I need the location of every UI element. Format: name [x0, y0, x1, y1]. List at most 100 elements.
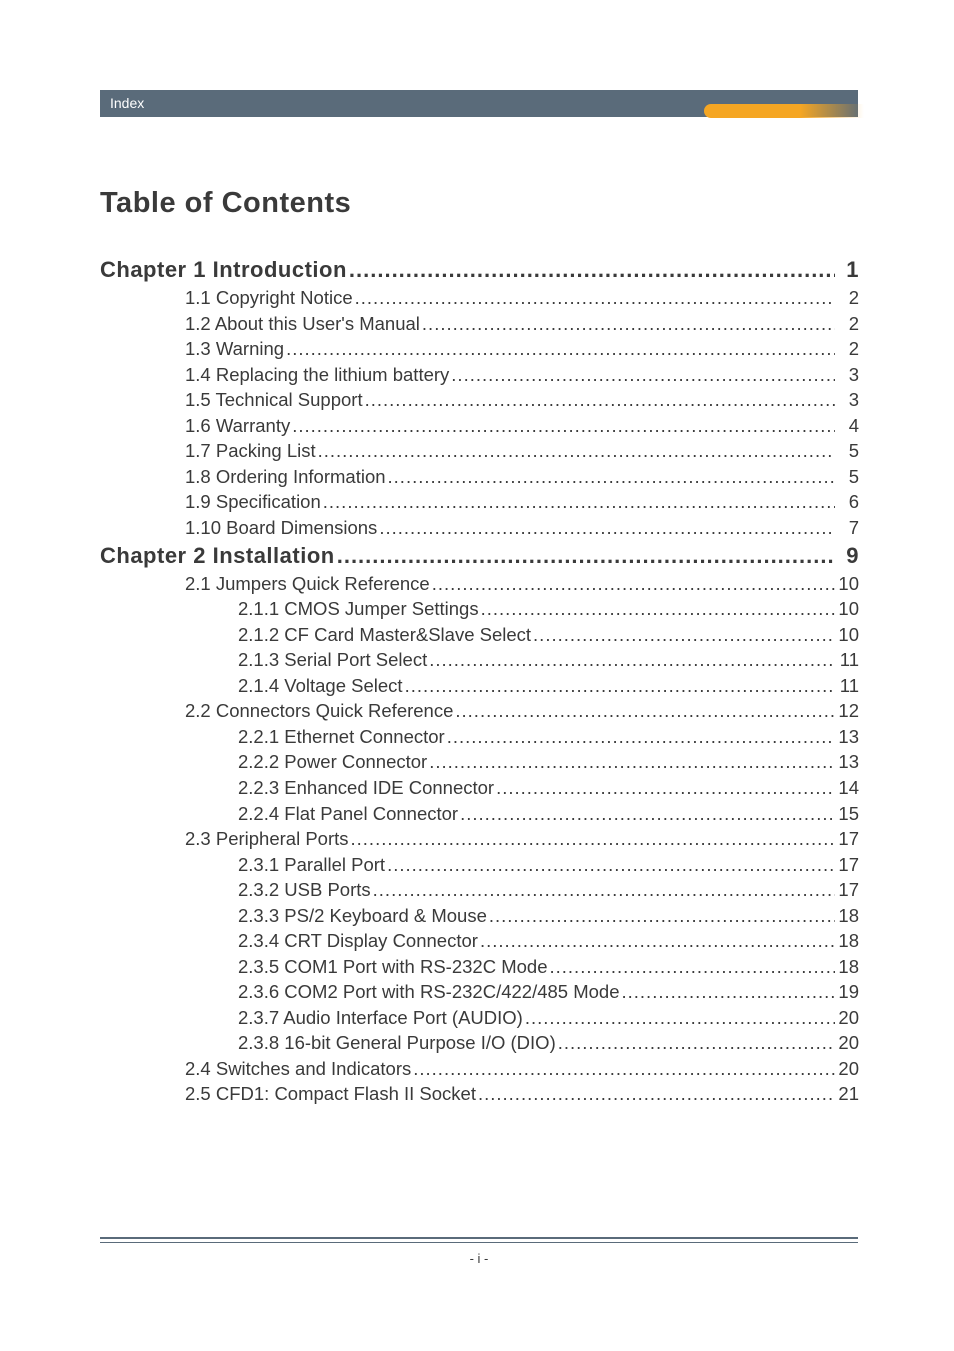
toc-subitem: 2.3.5 COM1 Port with RS-232C Mode ......… — [100, 954, 859, 980]
toc-label: 1.3 Warning — [185, 336, 284, 362]
toc-item: 1.5 Technical Support ..................… — [100, 387, 859, 413]
toc-item: 2.4 Switches and Indicators ............… — [100, 1056, 859, 1082]
toc-dots: ........................................… — [479, 596, 835, 622]
toc-label: 2.2.2 Power Connector — [238, 749, 427, 775]
toc-label: 2.1.2 CF Card Master&Slave Select — [238, 622, 531, 648]
toc-dots: ........................................… — [445, 724, 835, 750]
header-bar: Index — [100, 90, 859, 117]
toc-label: Chapter 1 Introduction — [100, 255, 347, 285]
header-accent — [704, 104, 864, 118]
toc-dots: ........................................… — [386, 464, 835, 490]
toc-label: 1.1 Copyright Notice — [185, 285, 353, 311]
toc-item: 1.1 Copyright Notice ...................… — [100, 285, 859, 311]
toc-page: 18 — [835, 903, 859, 929]
toc-dots: ........................................… — [284, 336, 835, 362]
toc-dots: ........................................… — [321, 489, 835, 515]
toc-subitem: 2.3.6 COM2 Port with RS-232C/422/485 Mod… — [100, 979, 859, 1005]
toc-dots: ........................................… — [385, 852, 835, 878]
toc-subitem: 2.2.3 Enhanced IDE Connector ...........… — [100, 775, 859, 801]
toc-dots: ........................................… — [449, 362, 835, 388]
toc-item: 2.1 Jumpers Quick Reference ............… — [100, 571, 859, 597]
toc-subitem: 2.3.2 USB Ports ........................… — [100, 877, 859, 903]
toc-page: 2 — [835, 311, 859, 337]
toc-page: 10 — [835, 571, 859, 597]
toc-label: 1.2 About this User's Manual — [185, 311, 420, 337]
toc-subitem: 2.3.3 PS/2 Keyboard & Mouse ............… — [100, 903, 859, 929]
footer-line — [100, 1242, 858, 1243]
toc-page: 7 — [835, 515, 859, 541]
toc-page: 20 — [835, 1005, 859, 1031]
toc-subitem: 2.1.2 CF Card Master&Slave Select ......… — [100, 622, 859, 648]
toc-label: 2.1.1 CMOS Jumper Settings — [238, 596, 479, 622]
footer-page-number: - i - — [100, 1251, 858, 1266]
toc-chapter: Chapter 1 Introduction .................… — [100, 255, 859, 285]
toc-label: 1.8 Ordering Information — [185, 464, 386, 490]
toc-label: 2.3.3 PS/2 Keyboard & Mouse — [238, 903, 487, 929]
toc-dots: ........................................… — [353, 285, 835, 311]
toc-page: 2 — [835, 336, 859, 362]
toc-title: Table of Contents — [100, 187, 859, 220]
toc-dots: ........................................… — [556, 1030, 835, 1056]
toc-page: 19 — [835, 979, 859, 1005]
toc-dots: ........................................… — [403, 673, 835, 699]
toc-item: 1.2 About this User's Manual ...........… — [100, 311, 859, 337]
toc-page: 17 — [835, 826, 859, 852]
toc-dots: ........................................… — [494, 775, 835, 801]
toc-dots: ........................................… — [427, 749, 835, 775]
toc-label: 2.1.4 Voltage Select — [238, 673, 403, 699]
toc-subitem: 2.3.4 CRT Display Connector ............… — [100, 928, 859, 954]
toc-label: 2.3.2 USB Ports — [238, 877, 371, 903]
toc-subitem: 2.3.7 Audio Interface Port (AUDIO) .....… — [100, 1005, 859, 1031]
toc-label: 2.2.1 Ethernet Connector — [238, 724, 445, 750]
toc-page: 6 — [835, 489, 859, 515]
toc-subitem: 2.1.4 Voltage Select ...................… — [100, 673, 859, 699]
toc-item: 2.2 Connectors Quick Reference .........… — [100, 698, 859, 724]
toc-page: 13 — [835, 724, 859, 750]
toc-item: 2.5 CFD1: Compact Flash II Socket ......… — [100, 1081, 859, 1107]
toc-label: Chapter 2 Installation — [100, 541, 335, 571]
toc-dots: ........................................… — [458, 801, 835, 827]
toc-label: 1.5 Technical Support — [185, 387, 363, 413]
toc-page: 3 — [835, 387, 859, 413]
toc-page: 9 — [835, 541, 859, 571]
toc-item: 1.3 Warning ............................… — [100, 336, 859, 362]
toc-label: 2.2.3 Enhanced IDE Connector — [238, 775, 494, 801]
toc-subitem: 2.2.2 Power Connector ..................… — [100, 749, 859, 775]
footer-line — [100, 1237, 858, 1239]
toc-label: 1.6 Warranty — [185, 413, 290, 439]
toc-page: 18 — [835, 954, 859, 980]
toc-subitem: 2.2.1 Ethernet Connector ...............… — [100, 724, 859, 750]
toc-page: 21 — [835, 1081, 859, 1107]
toc-body: Chapter 1 Introduction .................… — [100, 255, 859, 1107]
toc-item: 1.8 Ordering Information ...............… — [100, 464, 859, 490]
toc-page: 17 — [835, 852, 859, 878]
toc-dots: ........................................… — [620, 979, 836, 1005]
toc-label: 2.4 Switches and Indicators — [185, 1056, 411, 1082]
toc-page: 20 — [835, 1030, 859, 1056]
toc-dots: ........................................… — [531, 622, 835, 648]
toc-label: 2.1.3 Serial Port Select — [238, 647, 427, 673]
toc-dots: ........................................… — [476, 1081, 835, 1107]
toc-label: 1.7 Packing List — [185, 438, 316, 464]
toc-label: 2.3.8 16-bit General Purpose I/O (DIO) — [238, 1030, 556, 1056]
toc-page: 14 — [835, 775, 859, 801]
toc-label: 2.3.7 Audio Interface Port (AUDIO) — [238, 1005, 523, 1031]
toc-label: 2.3.4 CRT Display Connector — [238, 928, 478, 954]
toc-dots: ........................................… — [335, 541, 835, 571]
toc-page: 5 — [835, 464, 859, 490]
toc-dots: ........................................… — [430, 571, 835, 597]
toc-page: 3 — [835, 362, 859, 388]
toc-page: 10 — [835, 622, 859, 648]
toc-chapter: Chapter 2 Installation .................… — [100, 541, 859, 571]
toc-label: 2.2 Connectors Quick Reference — [185, 698, 453, 724]
toc-page: 2 — [835, 285, 859, 311]
toc-page: 11 — [835, 673, 859, 699]
footer: - i - — [100, 1237, 858, 1266]
page: Index Table of Contents Chapter 1 Introd… — [0, 0, 954, 1107]
toc-page: 4 — [835, 413, 859, 439]
toc-subitem: 2.1.1 CMOS Jumper Settings .............… — [100, 596, 859, 622]
toc-page: 1 — [835, 255, 859, 285]
toc-page: 5 — [835, 438, 859, 464]
toc-dots: ........................................… — [290, 413, 835, 439]
toc-dots: ........................................… — [349, 826, 835, 852]
